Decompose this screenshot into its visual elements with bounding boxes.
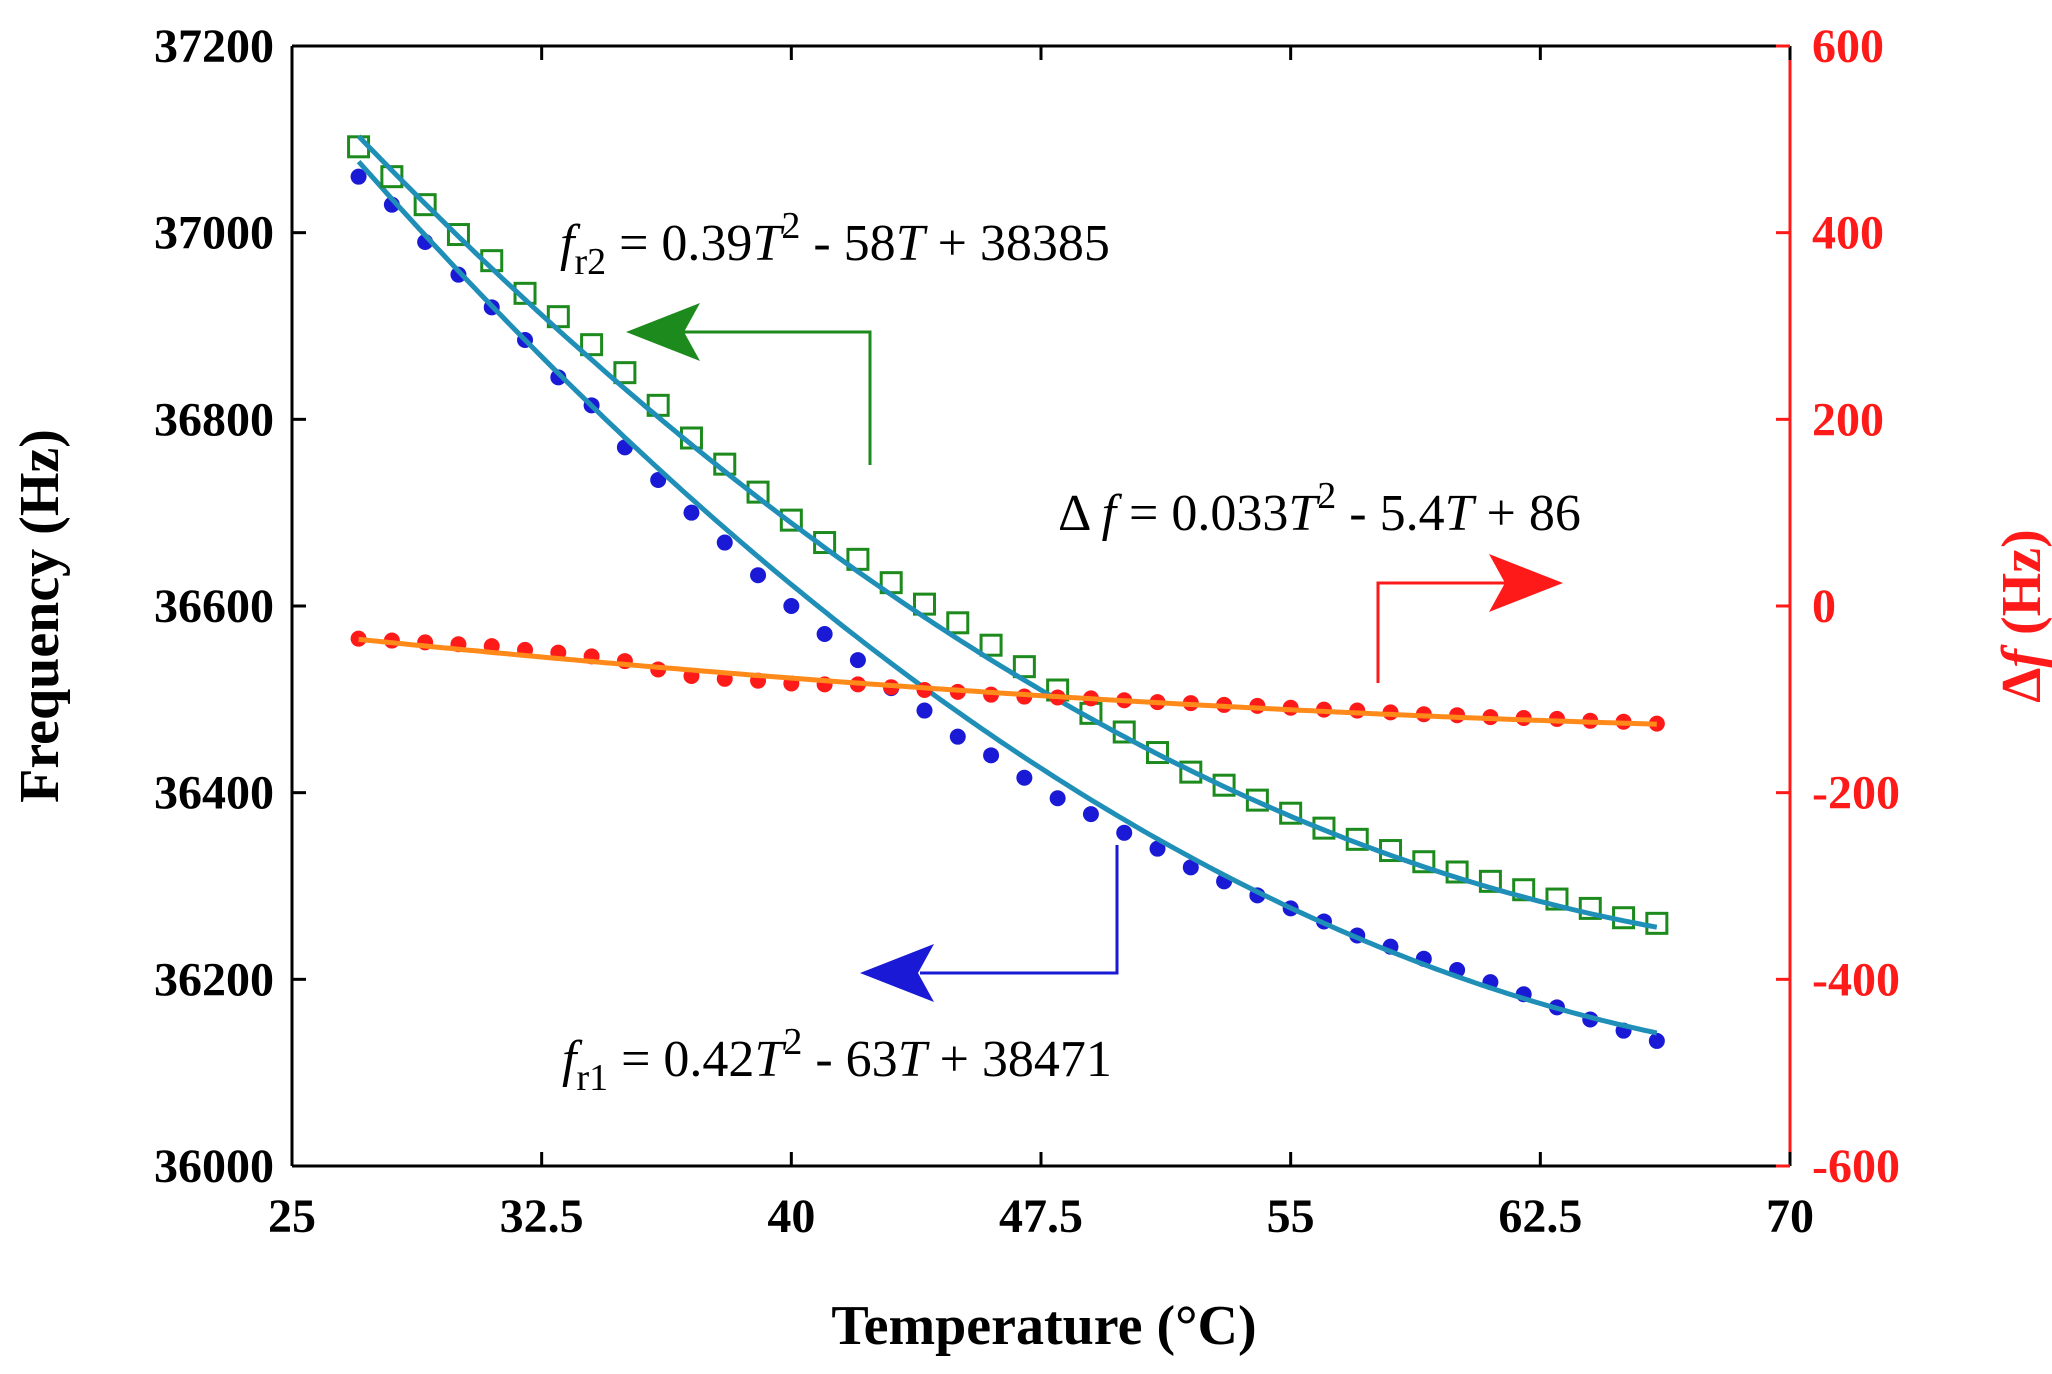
axes-layer: 25 32.5 40 47.5 55 62.5 70 36000 36200 36400 36600… xyxy=(154,20,1900,1243)
fr2-point xyxy=(1512,878,1536,902)
x-axis-title: Temperature (°C) xyxy=(831,1295,1256,1357)
left-tick-label: 37200 xyxy=(154,20,274,73)
fr1-equation: fr1 = 0.42T2 - 63T + 38471 xyxy=(562,1021,1112,1099)
left-tick-label: 36200 xyxy=(154,953,274,1006)
delta-f-fit-curve xyxy=(358,636,1657,727)
fr1-point xyxy=(916,702,933,719)
fr2-point xyxy=(912,592,936,616)
right-tick-label: -600 xyxy=(1812,1140,1900,1193)
fr1-point xyxy=(1082,806,1099,823)
annotations-layer: fr2 = 0.39T2 - 58T + 38385 fr1 = 0.42T2 … xyxy=(9,205,2052,1357)
fr1-point xyxy=(1182,859,1199,876)
fr2-point xyxy=(446,223,470,247)
left-tick-label: 36000 xyxy=(154,1140,274,1193)
right-tick-label: 200 xyxy=(1812,393,1884,446)
fr2-point xyxy=(1545,887,1569,911)
fr2-point xyxy=(380,165,404,189)
right-tick-label: 600 xyxy=(1812,20,1884,73)
fr2-fit-curve xyxy=(356,134,1658,930)
right-tick-label: -200 xyxy=(1812,767,1900,820)
x-tick-label: 55 xyxy=(1267,1190,1315,1243)
fr2-equation: fr2 = 0.39T2 - 58T + 38385 xyxy=(560,205,1110,283)
fr1-point xyxy=(849,652,866,669)
fr1-point xyxy=(1116,824,1133,841)
markers-layer xyxy=(347,134,1669,1049)
fr2-arrow xyxy=(626,303,872,465)
left-tick-label: 36600 xyxy=(154,580,274,633)
fr2-point xyxy=(1245,788,1269,812)
fr1-point xyxy=(350,168,367,185)
fr2-point xyxy=(1012,655,1036,679)
fr1-point xyxy=(1149,840,1166,857)
left-tick-label: 36400 xyxy=(154,767,274,820)
x-tick-label: 25 xyxy=(268,1190,316,1243)
x-tick-label: 32.5 xyxy=(500,1190,584,1243)
fr2-point xyxy=(1212,773,1236,797)
right-tick-label: -400 xyxy=(1812,953,1900,1006)
fr1-fit-curve xyxy=(356,159,1658,1036)
right-y-axis-title: Δf (Hz) xyxy=(1991,529,2052,702)
right-tick-label: 400 xyxy=(1812,207,1884,260)
left-tick-label: 36800 xyxy=(154,393,274,446)
left-tick-label: 37000 xyxy=(154,207,274,260)
fr2-point xyxy=(580,333,604,357)
fr1-point xyxy=(1648,1032,1665,1049)
fr1-point xyxy=(716,534,733,551)
fr2-point xyxy=(979,633,1003,657)
fr1-point xyxy=(949,728,966,745)
fr2-point xyxy=(1478,869,1502,893)
fr2-point xyxy=(946,611,970,635)
x-tick-label: 47.5 xyxy=(999,1190,1083,1243)
fr2-point xyxy=(779,508,803,532)
delta-f-arrow xyxy=(1376,554,1563,683)
fr1-arrow xyxy=(860,845,1119,1002)
right-tick-label: 0 xyxy=(1812,580,1836,633)
x-tick-label: 40 xyxy=(767,1190,815,1243)
x-tick-label: 62.5 xyxy=(1498,1190,1582,1243)
fr2-point xyxy=(1146,741,1170,765)
fr1-point xyxy=(550,369,567,386)
delta-f-point xyxy=(350,630,367,647)
left-y-axis-title: Frequency (Hz) xyxy=(9,429,71,803)
fr1-point xyxy=(816,626,833,642)
fr2-point xyxy=(413,193,437,217)
delta-f-equation: Δ f = 0.033T2 - 5.4T + 86 xyxy=(1058,475,1581,542)
fr2-point xyxy=(546,305,570,329)
fr1-point xyxy=(983,747,1000,764)
fr2-point xyxy=(1578,896,1602,920)
delta-f-point xyxy=(1648,715,1665,732)
fr1-point xyxy=(1016,769,1033,786)
fr1-point xyxy=(1049,790,1066,807)
fr2-point xyxy=(1179,760,1203,784)
fr1-point xyxy=(683,504,700,521)
fr1-point xyxy=(783,598,800,614)
fr1-point xyxy=(650,472,667,488)
x-tick-label: 70 xyxy=(1766,1190,1814,1243)
fr1-point xyxy=(750,567,767,584)
fr2-point xyxy=(613,361,637,385)
